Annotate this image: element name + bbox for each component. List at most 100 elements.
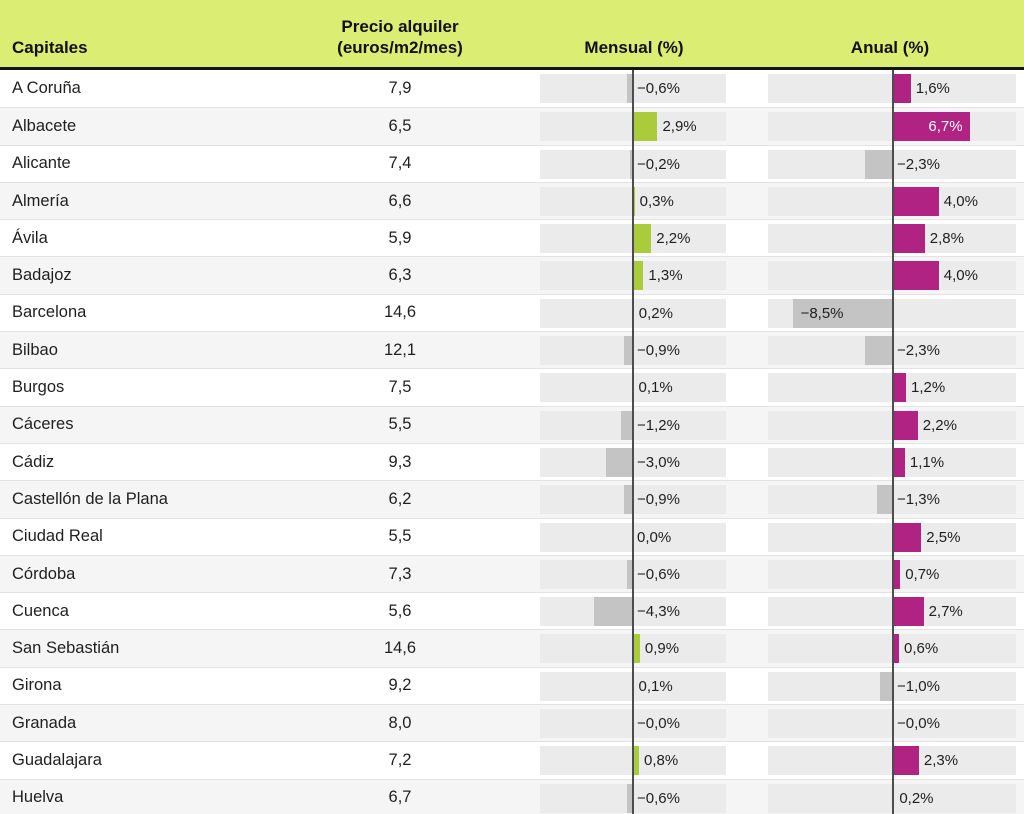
price-value: 6,7 [388, 788, 412, 807]
mensual-bar [632, 261, 644, 291]
anual-value-label: −2,3% [897, 155, 940, 173]
mensual-zero-axis [632, 70, 634, 814]
table-row: Bilbao 12,1 −0,9% −2,3% [0, 331, 1024, 369]
mensual-value-label: 0,1% [638, 379, 673, 397]
city-name: Ávila [12, 228, 48, 247]
mensual-bar [632, 112, 658, 142]
city-name: Bilbao [12, 340, 58, 359]
anual-bar [892, 112, 971, 142]
price-value: 5,6 [388, 601, 412, 620]
mensual-bar [632, 746, 640, 776]
anual-value-label: 2,7% [928, 603, 963, 621]
anual-value-label: 0,7% [905, 565, 940, 583]
city-name: San Sebastián [12, 639, 120, 658]
anual-value-label: 2,2% [922, 416, 957, 434]
price-value: 7,4 [388, 154, 412, 173]
mensual-bar [626, 783, 632, 813]
table-row: Barcelona 14,6 0,2% −8,5% [0, 293, 1024, 331]
table-row: Guadalajara 7,2 0,8% 2,3% [0, 741, 1024, 778]
anual-value-label: 2,3% [923, 752, 959, 770]
mensual-value-label: −4,3% [637, 603, 680, 621]
header-capitales: Capitales [12, 37, 88, 57]
table-row: Cuenca 5,6 −4,3% 2,7% [0, 592, 1024, 629]
table-row: Castellón de la Plana 6,2 −0,9% −1,3% [0, 480, 1024, 518]
mensual-value-label: 2,2% [656, 230, 691, 248]
anual-value-label: 1,2% [911, 379, 946, 397]
mensual-value-label: −0,2% [637, 155, 680, 173]
table-row: Albacete 6,5 2,9% 6,7% [0, 107, 1024, 145]
anual-value-label: 4,0% [943, 192, 978, 210]
city-name: Cuenca [12, 601, 69, 620]
anual-bar [892, 522, 922, 552]
mensual-value-label: 2,9% [662, 118, 697, 136]
mensual-bar [626, 74, 632, 103]
anual-value-label: 1,6% [915, 80, 950, 97]
anual-value-label: 2,5% [926, 528, 961, 546]
table-row: Badajoz 6,3 1,3% 4,0% [0, 256, 1024, 294]
price-value: 5,9 [388, 228, 412, 247]
mensual-value-label: −0,6% [637, 80, 680, 97]
city-name: Albacete [12, 116, 77, 135]
table-row: Ciudad Real 5,5 0,0% 2,5% [0, 517, 1024, 555]
anual-bar [892, 634, 900, 664]
city-name: Huelva [12, 788, 64, 807]
anual-bar [892, 261, 939, 291]
anual-bar [892, 186, 939, 216]
mensual-value-label: −0,6% [637, 789, 680, 807]
anual-zero-axis [892, 70, 894, 814]
table-row: Ávila 5,9 2,2% 2,8% [0, 219, 1024, 256]
anual-bar [892, 74, 911, 103]
city-name: Granada [12, 713, 77, 732]
mensual-value-label: −1,2% [637, 416, 680, 434]
price-value: 14,6 [383, 639, 417, 658]
price-value: 7,3 [388, 564, 412, 583]
mensual-value-label: −3,0% [637, 453, 680, 471]
mensual-value-label: −0,6% [637, 565, 680, 583]
header-mensual: Mensual (%) [584, 37, 684, 57]
price-value: 9,3 [388, 452, 412, 471]
city-name: Burgos [12, 378, 65, 397]
table-row: San Sebastián 14,6 0,9% 0,6% [0, 629, 1024, 667]
mensual-value-label: −0,9% [637, 491, 680, 509]
anual-bar [892, 410, 918, 440]
anual-bar [892, 224, 925, 254]
anual-value-label: −1,0% [897, 677, 940, 695]
price-value: 7,2 [388, 750, 412, 769]
price-value: 9,2 [388, 676, 412, 695]
anual-bar [876, 485, 892, 515]
city-name: Ciudad Real [12, 527, 103, 546]
mensual-value-label: 0,2% [638, 304, 673, 322]
price-value: 12,1 [383, 340, 417, 359]
city-name: A Coruña [12, 79, 81, 98]
anual-bar [892, 447, 905, 477]
mensual-value-label: −0,0% [637, 715, 680, 733]
header-anual: Anual (%) [850, 37, 930, 57]
mensual-value-label: 0,3% [639, 192, 674, 210]
anual-bar [792, 298, 892, 328]
table-row: A Coruña 7,9 −0,6% 1,6% [0, 70, 1024, 107]
price-value: 8,0 [388, 713, 412, 732]
price-value: 14,6 [383, 303, 417, 322]
city-name: Córdoba [12, 564, 76, 583]
anual-value-label: 6,7% [928, 118, 963, 136]
anual-value-label: −8,5% [800, 304, 844, 322]
anual-value-label: −0,0% [897, 715, 940, 733]
anual-value-label: 2,8% [929, 230, 964, 248]
table-row: Huelva 6,7 −0,6% 0,2% [0, 778, 1024, 814]
city-name: Barcelona [12, 303, 87, 322]
city-name: Almería [12, 191, 69, 210]
price-value: 6,2 [388, 489, 412, 508]
price-value: 7,5 [388, 378, 412, 397]
mensual-value-label: 0,8% [644, 752, 679, 770]
anual-value-label: −2,3% [897, 342, 940, 360]
city-name: Castellón de la Plana [12, 489, 168, 508]
table-header: Capitales Precio alquiler (euros/m2/mes)… [0, 0, 1024, 70]
anual-bar [880, 671, 892, 701]
mensual-bar [624, 485, 632, 515]
table-row: Alicante 7,4 −0,2% −2,3% [0, 144, 1024, 182]
table-row: Girona 9,2 0,1% −1,0% [0, 666, 1024, 704]
price-value: 6,6 [388, 191, 412, 210]
anual-value-label: 4,0% [943, 267, 978, 285]
mensual-bar [632, 634, 640, 664]
